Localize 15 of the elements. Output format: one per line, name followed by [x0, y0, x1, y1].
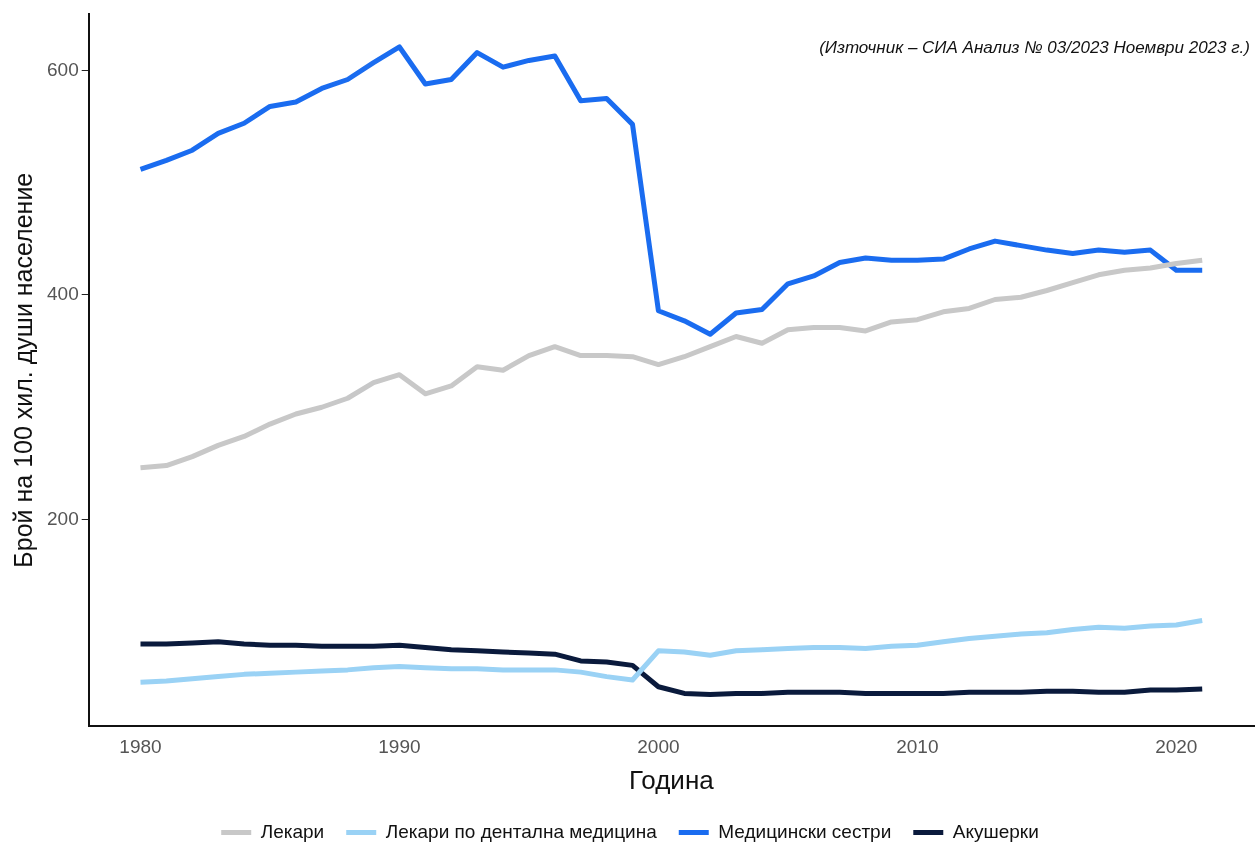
- x-tick-label: 1990: [378, 735, 421, 757]
- y-axis-title: Брой на 100 хил. души население: [8, 172, 37, 568]
- y-tick-label: 400: [47, 283, 79, 305]
- y-tick-label: 600: [47, 58, 79, 80]
- x-axis-title: Година: [628, 764, 715, 795]
- x-tick-label: 1980: [119, 735, 162, 757]
- x-tick-label: 2010: [896, 735, 939, 757]
- annotation: (Източник – СИА Анализ № 03/2023 Ноември 2023 г.): [819, 38, 1250, 58]
- legend-label: Акушерки: [952, 820, 1039, 842]
- legend-label: Лекари: [260, 820, 325, 842]
- y-tick-label: 200: [47, 507, 79, 529]
- x-tick-label: 2020: [1155, 735, 1198, 757]
- x-tick-label: 2000: [637, 735, 680, 757]
- legend-label: Медицински сестри: [718, 820, 892, 842]
- legend-label: Лекари по дентална медицина: [385, 820, 658, 842]
